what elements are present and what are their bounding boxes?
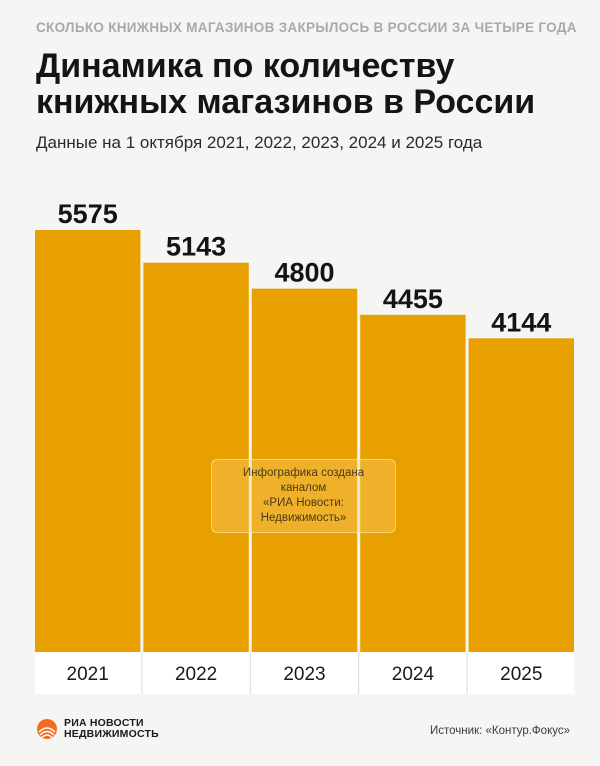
bar-2025: [468, 338, 574, 652]
data-label-2023: 4800: [274, 258, 334, 288]
watermark-line-1: Инфографика создана каналом: [242, 467, 365, 494]
x-tick-2022: 2022: [175, 664, 217, 685]
bar-2022: [143, 262, 249, 652]
x-tick-2021: 2021: [67, 664, 109, 685]
x-tick-2024: 2024: [392, 664, 435, 685]
ria-sun-icon: [37, 719, 57, 739]
bar-2024: [360, 314, 466, 652]
logo-line-1: РИА НОВОСТИ: [64, 717, 144, 729]
chart-subtitle: Данные на 1 октября 2021, 2022, 2023, 20…: [36, 133, 483, 152]
source-note: Источник: «Контур.Фокус»: [430, 725, 570, 737]
chart-kicker: СКОЛЬКО КНИЖНЫХ МАГАЗИНОВ ЗАКРЫЛОСЬ В РО…: [36, 20, 577, 35]
x-axis-strip: [35, 652, 574, 694]
data-label-2024: 4455: [383, 284, 443, 314]
chart-title: Динамика по количеству книжных магазинов…: [36, 47, 536, 121]
x-tick-2025: 2025: [500, 664, 542, 685]
logo-text: РИА НОВОСТИ НЕДВИЖИМОСТЬ: [64, 718, 159, 740]
ria-logo[interactable]: РИА НОВОСТИ НЕДВИЖИМОСТЬ: [36, 718, 159, 740]
logo-line-2: НЕДВИЖИМОСТЬ: [64, 728, 159, 740]
bar-2021: [35, 230, 141, 652]
watermark-badge: Инфографика создана каналом «РИА Новости…: [211, 459, 396, 533]
data-label-2021: 5575: [58, 199, 118, 229]
data-label-2022: 5143: [166, 232, 226, 262]
data-label-2025: 4144: [491, 307, 551, 337]
bar-2023: [251, 288, 358, 652]
x-tick-2023: 2023: [283, 664, 325, 685]
watermark-line-2: «РИА Новости: Недвижимость»: [260, 497, 347, 524]
